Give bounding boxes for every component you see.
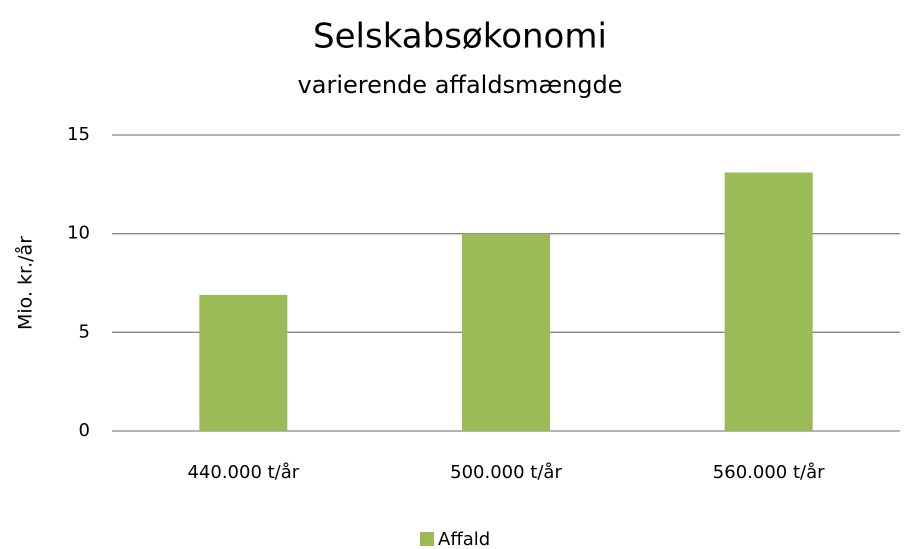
x-tick-label: 560.000 t/år (713, 462, 825, 483)
y-tick-label: 15 (67, 124, 90, 145)
y-tick-label: 5 (79, 321, 90, 342)
y-axis-label: Mio. kr./år (14, 236, 37, 330)
chart-title: Selskabsøkonomi (313, 17, 607, 57)
bar (199, 294, 288, 431)
chart-subtitle: varierende affaldsmængde (298, 71, 623, 99)
bar (462, 233, 550, 431)
x-tick-label: 440.000 t/år (187, 462, 299, 483)
bar (724, 172, 813, 431)
legend-label: Affald (438, 529, 490, 549)
y-tick-label: 10 (67, 223, 90, 244)
x-tick-label: 500.000 t/år (450, 462, 562, 483)
legend-swatch (420, 532, 434, 546)
y-tick-label: 0 (79, 420, 90, 441)
